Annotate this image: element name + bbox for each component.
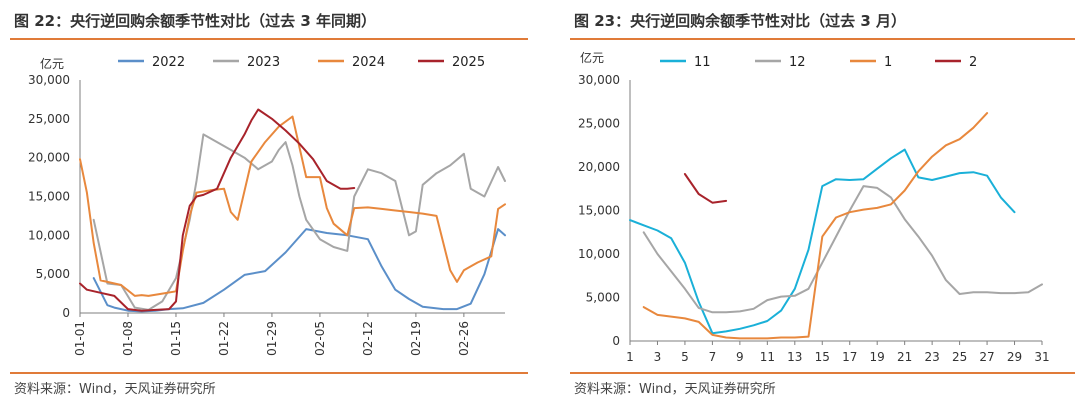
source-rule xyxy=(10,372,528,374)
y-tick-label: 0 xyxy=(62,306,70,320)
x-tick-label: 02-26 xyxy=(457,321,471,356)
y-tick-label: 30,000 xyxy=(28,73,70,87)
y-tick-label: 15,000 xyxy=(28,190,70,204)
x-tick-label: 31 xyxy=(1034,350,1049,364)
y-tick-label: 30,000 xyxy=(578,73,620,87)
series-line-2024 xyxy=(79,115,506,297)
legend-label-2: 2 xyxy=(969,55,977,70)
x-tick-label: 02-12 xyxy=(361,321,375,356)
y-tick-label: 10,000 xyxy=(28,228,70,242)
x-tick-label: 29 xyxy=(1007,350,1022,364)
y-tick-label: 20,000 xyxy=(578,160,620,174)
series-line-11 xyxy=(629,148,1016,335)
x-tick-label: 01-01 xyxy=(73,321,87,356)
series-line-2 xyxy=(683,173,728,204)
legend-label-2022: 2022 xyxy=(152,55,185,70)
x-tick-label: 7 xyxy=(709,350,717,364)
legend-label-2025: 2025 xyxy=(452,55,485,70)
x-tick-label: 1 xyxy=(626,350,634,364)
x-tick-label: 5 xyxy=(681,350,689,364)
y-tick-label: 0 xyxy=(612,334,620,348)
chart-panel-right: 图 23：央行逆回购余额季节性对比（过去 3 月） 亿元 0 5,000 10,000… xyxy=(560,0,1080,407)
x-tick-label: 02-05 xyxy=(313,321,327,356)
x-tick-label: 19 xyxy=(870,350,885,364)
x-tick-label: 02-19 xyxy=(409,321,423,356)
y-tick-label: 20,000 xyxy=(28,151,70,165)
x-tick-label: 3 xyxy=(654,350,662,364)
y-axis-unit: 亿元 xyxy=(40,56,64,71)
y-tick-label: 10,000 xyxy=(578,247,620,261)
y-tick-label: 5,000 xyxy=(36,267,70,281)
source-note: 资料来源：Wind，天风证券研究所 xyxy=(574,382,776,397)
x-tick-label: 11 xyxy=(760,350,775,364)
series-line-1 xyxy=(642,112,989,340)
x-tick-label: 21 xyxy=(897,350,912,364)
line-chart-seasonal-3y: 亿元 0 5,000 10,000 15,000 20,000 25,000 30,000 01… xyxy=(28,55,506,356)
series-line-2025 xyxy=(79,108,356,312)
x-tick-label: 9 xyxy=(736,350,744,364)
y-tick-label: 25,000 xyxy=(28,112,70,126)
figure-title: 图 23：央行逆回购余额季节性对比（过去 3 月） xyxy=(574,12,906,30)
x-tick-label: 01-29 xyxy=(265,321,279,356)
series-line-2023 xyxy=(92,133,506,311)
y-tick-label: 25,000 xyxy=(578,117,620,131)
y-tick-label: 15,000 xyxy=(578,204,620,218)
source-note: 资料来源：Wind，天风证券研究所 xyxy=(14,382,216,397)
legend-label-11: 11 xyxy=(694,55,711,70)
title-rule xyxy=(570,38,1075,40)
x-tick-label: 25 xyxy=(952,350,967,364)
x-tick-label: 01-08 xyxy=(121,321,135,356)
figure-title: 图 22：央行逆回购余额季节性对比（过去 3 年同期） xyxy=(14,12,376,30)
legend-label-2024: 2024 xyxy=(352,55,385,70)
chart-panel-left: 图 22：央行逆回购余额季节性对比（过去 3 年同期） 亿元 0 5,000 10,0… xyxy=(0,0,530,407)
x-tick-label: 01-15 xyxy=(169,321,183,356)
title-rule xyxy=(10,38,528,40)
legend-label-12: 12 xyxy=(789,55,806,70)
y-axis-unit: 亿元 xyxy=(580,50,604,65)
x-tick-label: 13 xyxy=(787,350,802,364)
legend-label-2023: 2023 xyxy=(247,55,280,70)
x-tick-label: 17 xyxy=(842,350,857,364)
x-tick-label: 15 xyxy=(815,350,830,364)
x-tick-label: 27 xyxy=(979,350,994,364)
x-tick-label: 23 xyxy=(924,350,939,364)
series-line-12 xyxy=(642,185,1043,314)
legend-label-1: 1 xyxy=(884,55,892,70)
source-rule xyxy=(570,372,1075,374)
y-tick-label: 5,000 xyxy=(586,291,620,305)
x-tick-label: 01-22 xyxy=(217,321,231,356)
